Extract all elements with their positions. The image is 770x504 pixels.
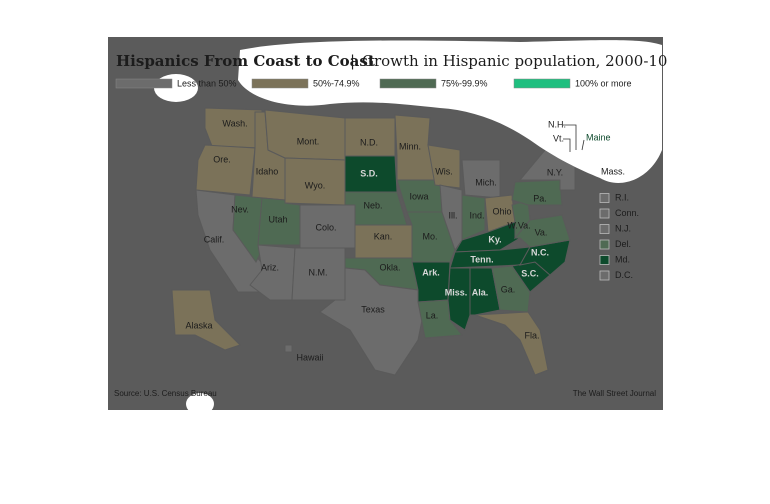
source: Source: U.S. Census Bureau	[114, 389, 217, 398]
state-swatch	[599, 193, 610, 203]
state-label: Pa.	[533, 193, 547, 203]
state	[469, 267, 501, 316]
state	[417, 299, 463, 339]
legend-label: 100% or more	[575, 78, 632, 88]
state-swatch	[599, 239, 610, 250]
state-label: Va.	[535, 227, 548, 237]
state-label: Hawaii	[296, 352, 323, 362]
state-label: Tenn.	[470, 254, 493, 264]
state	[284, 344, 293, 353]
state-label: Alaska	[185, 320, 212, 330]
state	[427, 144, 461, 189]
state	[474, 311, 549, 376]
state	[447, 267, 471, 331]
state-label: Minn.	[399, 141, 421, 151]
state	[461, 194, 486, 241]
state-label: Mo.	[422, 231, 437, 241]
title: Hispanics From Coast to Coast	[116, 52, 375, 70]
state-label: Mont.	[297, 136, 320, 146]
state-label: Okla.	[379, 262, 400, 272]
state-label: Ind.	[469, 210, 484, 220]
legend-swatch	[251, 78, 309, 89]
state-label: D.C.	[615, 270, 633, 280]
state-label: Miss.	[445, 287, 468, 297]
state-label: Conn.	[615, 208, 639, 218]
state-label: N.M.	[309, 267, 328, 277]
state-label: Ohio	[492, 206, 511, 216]
state-label: Idaho	[256, 166, 279, 176]
state-label: Colo.	[315, 222, 336, 232]
state-swatch	[599, 224, 610, 234]
state-label: S.C.	[521, 268, 539, 278]
state-label: Ark.	[422, 267, 440, 277]
state-swatch	[599, 270, 610, 281]
state-label: Utah	[268, 214, 287, 224]
state	[354, 224, 413, 259]
state	[439, 184, 463, 252]
state-label: Wis.	[435, 166, 453, 176]
state-label: R.I.	[615, 192, 629, 202]
legend-swatch	[115, 78, 173, 89]
state-label: Maine	[586, 132, 611, 142]
white-blob	[186, 393, 214, 415]
states: Wash. Ore. Calif. Nev. Idaho Mont. Wyo. Utah Col…	[171, 107, 639, 376]
state	[319, 267, 426, 376]
state-label: Ariz.	[261, 262, 279, 272]
state-label: Wash.	[222, 118, 247, 128]
leader-line	[581, 139, 585, 151]
state	[264, 109, 346, 161]
legend-label: Less than 50%	[177, 78, 237, 88]
state-label: Vt.	[553, 133, 564, 143]
state-label: S.D.	[360, 168, 378, 178]
state-label: N.H.	[548, 119, 566, 129]
state-label: Texas	[361, 304, 385, 314]
state-label: Kan.	[374, 231, 393, 241]
state-label: Ga.	[501, 284, 516, 294]
state-label: Ore.	[213, 154, 231, 164]
state-label: Neb.	[363, 200, 382, 210]
credit: The Wall Street Journal	[573, 389, 657, 398]
state-label: W.Va.	[507, 220, 530, 230]
subtitle: Growth in Hispanic population, 2000-10	[362, 52, 667, 70]
state-label: Ill.	[449, 210, 458, 220]
state-label: Del.	[615, 239, 631, 249]
state-label: Calif.	[204, 234, 225, 244]
white-blob	[238, 40, 662, 183]
legend: Less than 50% 50%-74.9% 75%-99.9% 100% or m…	[115, 78, 632, 89]
state-label: Wyo.	[305, 180, 325, 190]
legend-label: 75%-99.9%	[441, 78, 488, 88]
state-swatch	[599, 255, 610, 265]
state-label: N.D.	[360, 137, 378, 147]
state	[195, 144, 256, 196]
leader-line	[563, 138, 571, 152]
state-label: Mich.	[475, 177, 497, 187]
state-label: N.J.	[615, 223, 631, 233]
state	[491, 265, 531, 313]
state-label: La.	[426, 310, 439, 320]
state-label: Iowa	[409, 191, 428, 201]
state	[171, 289, 241, 351]
state-label: Mass.	[601, 166, 625, 176]
state-label: Ala.	[472, 287, 489, 297]
legend-label: 50%-74.9%	[313, 78, 360, 88]
state-swatch	[599, 208, 610, 219]
leader-line	[563, 124, 577, 150]
state-label: N.C.	[531, 247, 549, 257]
state-label: Ky.	[488, 234, 501, 244]
legend-swatch	[379, 78, 437, 89]
legend-swatch	[513, 78, 571, 89]
state-label: Md.	[615, 254, 630, 264]
state-label: Fla.	[524, 330, 539, 340]
state-label: Nev.	[231, 204, 249, 214]
state-label: N.Y.	[547, 167, 563, 177]
title-divider: |	[350, 52, 355, 70]
